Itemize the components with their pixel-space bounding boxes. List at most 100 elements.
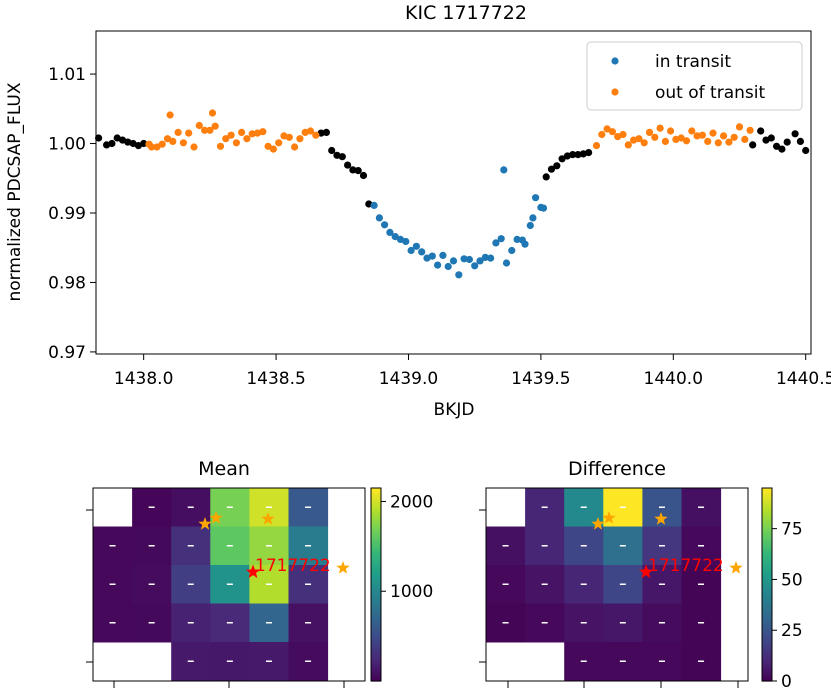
data-point — [526, 221, 534, 230]
data-point — [375, 214, 383, 222]
data-point — [783, 138, 791, 146]
mean-target-label: 1717722 — [255, 556, 331, 576]
data-point — [322, 128, 330, 136]
data-point — [677, 134, 685, 142]
data-point — [667, 127, 675, 135]
data-point — [714, 139, 722, 147]
colorbar-frame — [761, 487, 773, 682]
colorbar-segment — [371, 650, 381, 655]
colorbar-segment — [371, 560, 381, 564]
data-point — [386, 228, 394, 236]
data-point — [704, 137, 712, 145]
colorbar-segment — [762, 581, 772, 586]
colorbar-segment — [762, 620, 772, 625]
colorbar-segment — [371, 578, 381, 583]
x-tick-label: 1438.0 — [114, 369, 173, 389]
colorbar-segment — [762, 584, 772, 589]
data-point — [460, 255, 468, 263]
colorbar-segment — [762, 518, 772, 522]
colorbar-segment — [371, 623, 381, 628]
colorbar-segment — [762, 494, 772, 498]
x-tick-label: 1439.5 — [511, 369, 570, 389]
colorbar-segment — [762, 572, 772, 577]
data-point — [206, 126, 214, 134]
data-point — [391, 233, 399, 241]
colorbar-segment — [371, 506, 381, 510]
data-point — [773, 142, 781, 150]
data-point — [529, 214, 537, 222]
data-point — [735, 123, 744, 131]
colorbar-segment — [371, 635, 381, 640]
chart-title: KIC 1717722 — [405, 2, 527, 24]
lightcurve-points — [95, 109, 810, 279]
colorbar-tick-label: 75 — [781, 520, 803, 540]
colorbar-segment — [762, 608, 772, 613]
colorbar-segment — [371, 641, 381, 646]
colorbar-segment — [371, 572, 381, 577]
colorbar-segment — [762, 575, 772, 580]
colorbar-segment — [762, 632, 772, 637]
data-point — [179, 139, 187, 147]
colorbar-segment — [762, 536, 772, 540]
data-point — [455, 271, 463, 279]
colorbar-segment — [762, 644, 772, 649]
mean-axis-ticks — [86, 509, 345, 688]
colorbar-segment — [371, 527, 381, 531]
data-point — [791, 130, 799, 138]
data-point — [487, 254, 495, 262]
colorbar-segment — [762, 590, 772, 595]
colorbar-segment — [371, 521, 381, 525]
data-point — [444, 262, 452, 271]
mean-colorbar: 1000 2000 — [370, 487, 433, 682]
colorbar-tick-label: 25 — [781, 621, 803, 641]
data-point — [166, 111, 174, 119]
colorbar-segment — [371, 647, 381, 652]
colorbar-segment — [371, 491, 381, 495]
colorbar-segment — [371, 539, 381, 543]
colorbar-segment — [371, 629, 381, 634]
data-point — [592, 142, 601, 150]
data-point — [140, 139, 148, 148]
colorbar-segment — [371, 587, 381, 592]
colorbar-segment — [371, 617, 381, 622]
data-point — [285, 133, 293, 141]
colorbar-segment — [371, 518, 381, 522]
colorbar-segment — [371, 599, 381, 604]
x-tick-label: 1439.0 — [379, 369, 438, 389]
data-point — [651, 133, 659, 141]
colorbar-segment — [371, 608, 381, 613]
colorbar-segment — [371, 602, 381, 607]
data-point — [682, 137, 691, 145]
data-point — [190, 143, 198, 151]
colorbar-segment — [371, 644, 381, 649]
data-point — [370, 201, 378, 209]
colorbar-segment — [371, 626, 381, 631]
colorbar-segment — [762, 602, 772, 607]
data-point — [195, 121, 203, 130]
data-point — [306, 127, 315, 135]
colorbar-segment — [762, 659, 772, 664]
colorbar-segment — [762, 557, 772, 561]
data-point — [709, 129, 717, 137]
colorbar-segment — [371, 671, 381, 676]
colorbar-segment — [371, 596, 381, 601]
data-point — [603, 125, 611, 133]
colorbar-segment — [762, 566, 772, 571]
data-point — [163, 135, 172, 143]
y-tick-label: 1.00 — [48, 135, 86, 155]
colorbar-segment — [762, 542, 772, 546]
difference-frame — [485, 487, 749, 682]
colorbar-segment — [371, 659, 381, 664]
data-point — [725, 138, 733, 146]
colorbar-segment — [371, 515, 381, 519]
data-point — [569, 151, 577, 159]
data-point — [730, 133, 738, 141]
colorbar-segment — [371, 638, 381, 643]
colorbar-tick-label: 1000 — [390, 582, 433, 602]
data-point — [439, 251, 447, 259]
data-point — [661, 137, 670, 145]
colorbar-segment — [762, 521, 772, 525]
colorbar-segment — [762, 563, 772, 568]
difference-panel: Difference 1717722 0 25 50 75 — [479, 458, 803, 692]
